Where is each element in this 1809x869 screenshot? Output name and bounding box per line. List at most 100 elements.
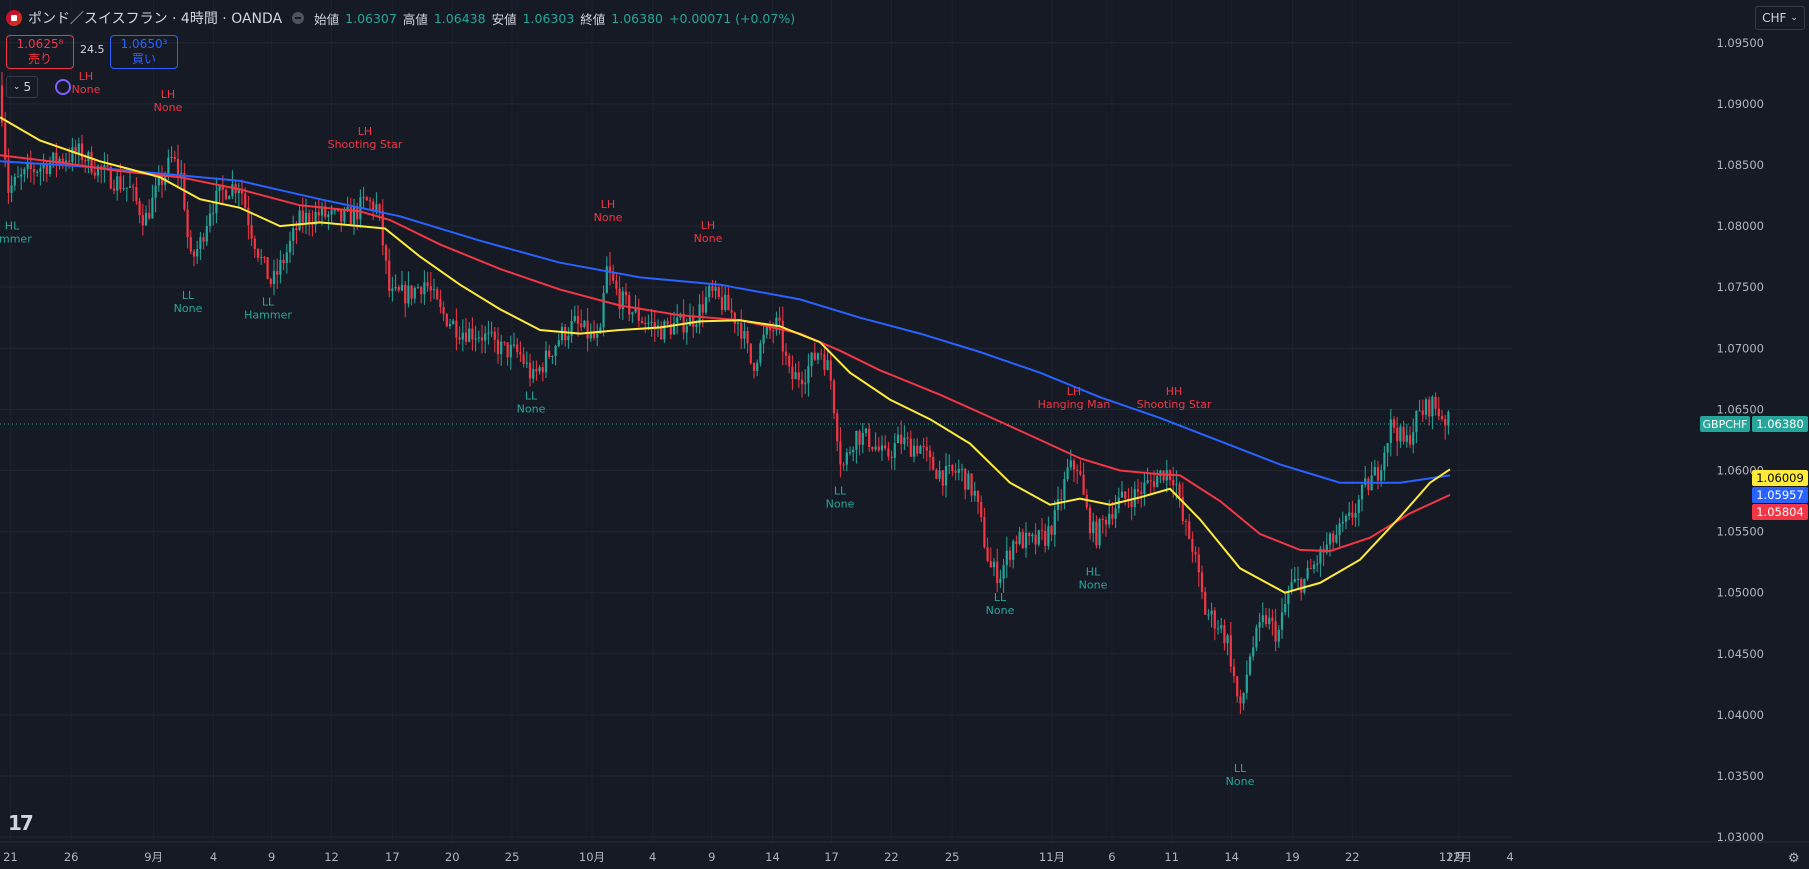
candle-body bbox=[999, 578, 1002, 583]
candle-body bbox=[109, 166, 112, 189]
candle-body bbox=[1444, 418, 1447, 426]
candle-body bbox=[404, 284, 407, 304]
candle-body bbox=[432, 289, 436, 291]
candle-body bbox=[1418, 410, 1421, 412]
candle-body bbox=[858, 430, 861, 445]
ma-line-yellow bbox=[0, 116, 1451, 594]
candle-body bbox=[362, 197, 365, 199]
low-value: 1.06303 bbox=[522, 10, 575, 26]
candle-body bbox=[1191, 538, 1194, 552]
candle-body bbox=[1325, 544, 1328, 553]
candle-body bbox=[986, 547, 989, 562]
candle-body bbox=[240, 189, 244, 194]
y-tick-label: 1.07500 bbox=[1716, 280, 1764, 294]
candle-body bbox=[426, 282, 429, 287]
candle-body bbox=[180, 172, 183, 175]
candle-body bbox=[45, 164, 48, 174]
candle-body bbox=[1332, 533, 1335, 543]
swing-label: LH bbox=[161, 88, 175, 101]
candle-body bbox=[423, 282, 426, 295]
candle-body bbox=[1024, 533, 1028, 549]
candle-body bbox=[1120, 491, 1124, 498]
candle-body bbox=[1175, 484, 1178, 486]
candle-body bbox=[0, 85, 4, 123]
x-tick-label: 11月 bbox=[1039, 850, 1065, 864]
candle-body bbox=[960, 468, 964, 470]
candle-body bbox=[644, 322, 647, 324]
y-tick-label: 1.09000 bbox=[1716, 97, 1764, 111]
candle-body bbox=[250, 225, 253, 239]
x-tick-label: 10月 bbox=[579, 850, 605, 864]
price-label-value: 1.05957 bbox=[1756, 488, 1804, 502]
candle-body bbox=[1184, 521, 1188, 523]
symbol-title[interactable]: ポンド／スイスフラン · 4時間 · OANDA bbox=[28, 11, 283, 27]
price-label-value: 1.05804 bbox=[1756, 505, 1804, 519]
candle-body bbox=[1341, 521, 1344, 524]
candle-body bbox=[695, 324, 698, 327]
x-tick-label: 4 bbox=[649, 850, 656, 864]
candle-body bbox=[20, 174, 23, 177]
candle-body bbox=[1300, 578, 1303, 593]
candle-body bbox=[1274, 621, 1277, 642]
currency-button[interactable]: CHF ⌄ bbox=[1755, 6, 1805, 30]
candle-body bbox=[1092, 521, 1095, 533]
candle-body bbox=[1245, 674, 1248, 693]
candle-body bbox=[10, 185, 13, 193]
candle-body bbox=[74, 147, 77, 154]
candle-body bbox=[343, 209, 346, 222]
candle-body bbox=[631, 312, 634, 315]
swing-label: LH bbox=[79, 70, 93, 83]
candle-body bbox=[730, 310, 733, 313]
swing-label: LL bbox=[994, 591, 1007, 604]
candle-body bbox=[1072, 460, 1076, 470]
candle-body bbox=[1063, 479, 1066, 500]
swing-label: LL bbox=[262, 295, 275, 308]
candle-body bbox=[541, 367, 544, 373]
price-axis[interactable] bbox=[1512, 0, 1809, 869]
candle-body bbox=[455, 320, 458, 338]
close-value: 1.06380 bbox=[611, 10, 663, 26]
candle-body bbox=[1396, 427, 1399, 442]
candle-body bbox=[596, 333, 599, 338]
tradingview-logo[interactable]: 17 bbox=[8, 811, 34, 835]
candle-body bbox=[474, 338, 477, 340]
candle-body bbox=[813, 352, 816, 360]
candle-body bbox=[170, 157, 173, 159]
candle-body bbox=[820, 353, 823, 355]
candle-body bbox=[692, 315, 695, 327]
candle-body bbox=[269, 279, 272, 285]
high-label: 高値 bbox=[402, 11, 428, 27]
candle-body bbox=[397, 286, 400, 291]
candle-body bbox=[493, 331, 496, 340]
settings-gear-icon[interactable]: ⚙ bbox=[1788, 851, 1800, 866]
candle-body bbox=[733, 312, 736, 324]
market-status-icon[interactable] bbox=[292, 12, 305, 24]
candle-body bbox=[848, 452, 852, 454]
candle-body bbox=[746, 330, 749, 344]
candle-body bbox=[1328, 533, 1332, 545]
candle-body bbox=[93, 172, 96, 176]
candle-body bbox=[839, 441, 842, 465]
chevron-down-icon: ⌄ bbox=[12, 82, 21, 92]
candle-body bbox=[1405, 435, 1408, 442]
swing-label: LH bbox=[1067, 385, 1081, 398]
candle-body bbox=[855, 430, 858, 450]
buy-button[interactable]: 1.0650³ 買い bbox=[110, 35, 178, 69]
candle-body bbox=[1264, 615, 1268, 624]
indicators-toggle[interactable]: ⌄ 5 bbox=[6, 76, 38, 98]
candle-body bbox=[1229, 635, 1232, 667]
candle-body bbox=[496, 339, 500, 355]
candle-body bbox=[1268, 617, 1271, 624]
candle-body bbox=[448, 323, 452, 327]
candle-body bbox=[244, 193, 247, 208]
candle-body bbox=[36, 171, 39, 173]
candle-body bbox=[1178, 484, 1181, 497]
candle-body bbox=[640, 320, 644, 323]
symbol-label: GBPCHF bbox=[1703, 418, 1748, 431]
candle-body bbox=[1223, 625, 1226, 644]
indicator-refresh-icon[interactable] bbox=[55, 79, 71, 95]
candle-body bbox=[1412, 432, 1415, 445]
candle-body bbox=[720, 296, 724, 311]
sell-button[interactable]: 1.0625⁸ 売り bbox=[6, 35, 74, 69]
